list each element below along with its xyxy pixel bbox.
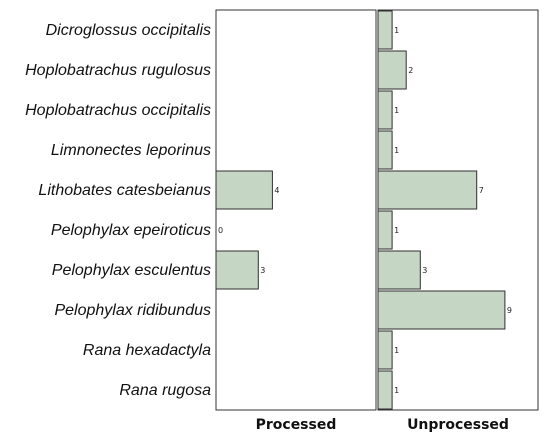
data-label: 1 bbox=[394, 226, 399, 235]
bar-unprocessed bbox=[377, 370, 393, 410]
category-label: Rana hexadactyla bbox=[83, 342, 211, 359]
panel-label-unprocessed: Unprocessed bbox=[407, 417, 509, 433]
category-label: Rana rugosa bbox=[119, 382, 211, 399]
bar-processed bbox=[215, 170, 273, 210]
panel-frame-unprocessed bbox=[377, 9, 539, 411]
category-label: Hoplobatrachus rugulosus bbox=[25, 62, 211, 79]
data-label: 0 bbox=[218, 226, 223, 235]
bar-processed bbox=[215, 250, 259, 290]
data-label: 1 bbox=[394, 386, 399, 395]
bar-unprocessed bbox=[377, 130, 393, 170]
category-label: Lithobates catesbeianus bbox=[38, 182, 211, 199]
data-label: 9 bbox=[507, 306, 512, 315]
category-label: Pelophylax epeiroticus bbox=[51, 222, 211, 239]
data-label: 1 bbox=[394, 346, 399, 355]
data-label: 2 bbox=[408, 66, 413, 75]
bar-unprocessed bbox=[377, 290, 506, 330]
panel-label-processed: Processed bbox=[256, 417, 337, 433]
data-label: 7 bbox=[479, 186, 484, 195]
category-label: Hoplobatrachus occipitalis bbox=[25, 102, 211, 119]
data-label: 1 bbox=[394, 106, 399, 115]
category-label: Limnonectes leporinus bbox=[51, 142, 211, 159]
panel-frame-processed bbox=[215, 9, 377, 411]
bar-unprocessed bbox=[377, 10, 393, 50]
bar-unprocessed bbox=[377, 90, 393, 130]
category-label: Pelophylax ridibundus bbox=[54, 302, 211, 319]
bar-unprocessed bbox=[377, 50, 407, 90]
data-label: 1 bbox=[394, 146, 399, 155]
category-label: Dicroglossus occipitalis bbox=[46, 22, 211, 39]
data-label: 4 bbox=[274, 186, 279, 195]
category-label: Pelophylax esculentus bbox=[52, 262, 211, 279]
data-label: 3 bbox=[422, 266, 427, 275]
bar-unprocessed bbox=[377, 250, 421, 290]
data-label: 3 bbox=[260, 266, 265, 275]
data-label: 1 bbox=[394, 26, 399, 35]
bar-unprocessed bbox=[377, 170, 478, 210]
bar-unprocessed bbox=[377, 210, 393, 250]
bar-unprocessed bbox=[377, 330, 393, 370]
